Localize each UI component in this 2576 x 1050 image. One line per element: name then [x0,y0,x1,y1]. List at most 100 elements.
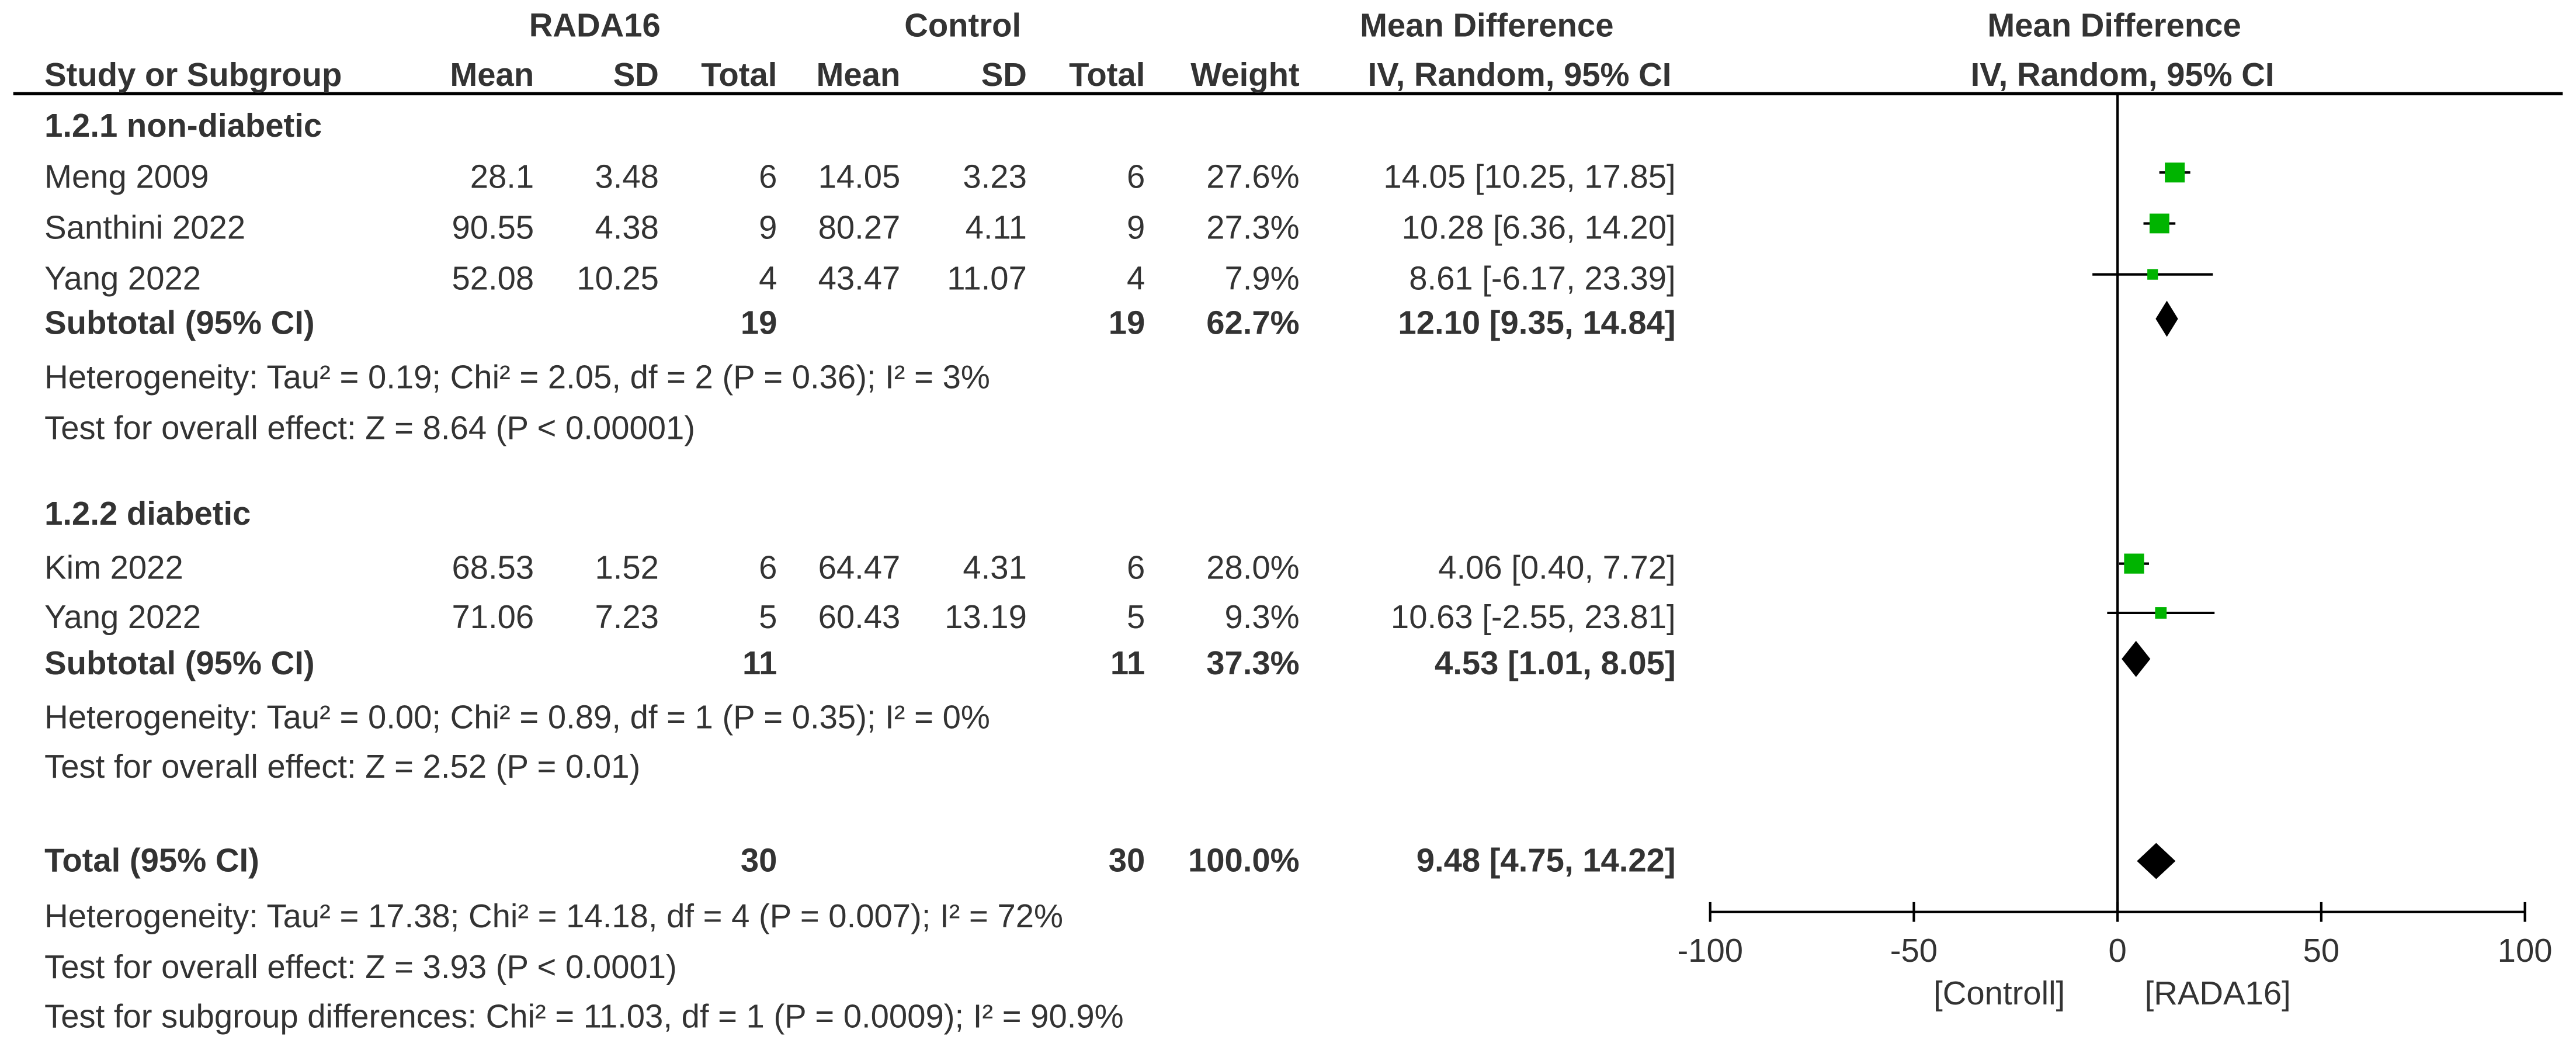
cell-ctl-sd: 3.23 [963,158,1026,195]
stat-note: Test for overall effect: Z = 2.52 (P = 0… [44,748,640,785]
x-tick-label: 50 [2303,932,2340,969]
header-column: Mean [450,56,534,93]
stat-note: Heterogeneity: Tau² = 0.19; Chi² = 2.05,… [44,358,990,395]
cell-ctl-sd: 4.31 [963,549,1026,586]
header-column: Weight [1190,56,1300,93]
cell-ctl-sd: 11.07 [947,260,1027,297]
stat-note: Test for overall effect: Z = 8.64 (P < 0… [44,410,695,446]
cell-weight-label: 62.7% [1206,304,1299,341]
header-group: Mean Difference [1987,7,2241,44]
header-column: Total [701,56,777,93]
subtotal-label: Subtotal (95% CI) [44,644,314,681]
cell-ctl-sd: 4.11 [966,209,1027,246]
cell-ctl-total: 9 [1127,209,1145,246]
summary-diamond [2155,300,2178,337]
cell-weight-label: 37.3% [1206,644,1299,681]
cell-weight-label: 7.9% [1224,260,1299,297]
cell-ctl-total: 4 [1127,260,1145,297]
x-tick-label: -100 [1677,932,1743,969]
cell-exp-total: 6 [759,549,777,586]
study-name: Yang 2022 [44,260,201,297]
cell-exp-sd: 4.38 [595,209,658,246]
x-tick-label: -50 [1890,932,1938,969]
header-group: Mean Difference [1360,7,1613,44]
effect-square [2149,213,2169,234]
cell-exp-total: 5 [759,598,777,635]
cell-ctl-mean: 60.43 [818,598,901,635]
subgroup-title: 1.2.1 non-diabetic [44,107,322,144]
cell-weight-label: 9.3% [1224,598,1299,635]
cell-exp-mean: 28.1 [470,158,534,195]
cell-ci-label: 8.61 [-6.17, 23.39] [1409,260,1675,297]
study-name: Kim 2022 [44,549,183,586]
header-group: RADA16 [529,7,661,44]
subtotal-label: Subtotal (95% CI) [44,304,314,341]
cell-exp-sd: 10.25 [577,260,659,297]
cell-exp-total: 11 [742,644,777,681]
header-group: Control [904,7,1021,44]
cell-exp-total: 9 [759,209,777,246]
study-name: Meng 2009 [44,158,209,195]
header-column: IV, Random, 95% CI [1368,56,1672,93]
cell-weight-label: 100.0% [1188,841,1300,878]
cell-ctl-total: 30 [1109,841,1145,878]
stat-note: Heterogeneity: Tau² = 0.00; Chi² = 0.89,… [44,699,990,736]
cell-exp-mean: 68.53 [452,549,534,586]
cell-exp-sd: 3.48 [595,158,658,195]
cell-exp-total: 19 [741,304,777,341]
cell-ctl-mean: 64.47 [818,549,901,586]
x-tick-label: 100 [2498,932,2553,969]
study-name: Santhini 2022 [44,209,245,246]
cell-ci-label: 9.48 [4.75, 14.22] [1417,841,1676,878]
study-name: Yang 2022 [44,598,201,635]
cell-ci-label: 4.53 [1.01, 8.05] [1435,644,1676,681]
cell-exp-sd: 7.23 [595,598,658,635]
cell-ctl-total: 19 [1109,304,1145,341]
cell-ci-label: 10.28 [6.36, 14.20] [1402,209,1676,246]
cell-exp-mean: 52.08 [452,260,534,297]
cell-ci-label: 10.63 [-2.55, 23.81] [1391,598,1676,635]
cell-ctl-total: 5 [1127,598,1145,635]
effect-square [2124,553,2144,574]
cell-ci-label: 4.06 [0.40, 7.72] [1438,549,1675,586]
effect-square [2165,162,2185,183]
cell-ctl-mean: 14.05 [818,158,901,195]
header-column: Mean [817,56,901,93]
header-column: Total [1069,56,1145,93]
cell-exp-sd: 1.52 [595,549,658,586]
cell-ctl-mean: 80.27 [818,209,901,246]
cell-ctl-total: 6 [1127,158,1145,195]
cell-exp-mean: 90.55 [452,209,534,246]
cell-ctl-total: 6 [1127,549,1145,586]
cell-ctl-mean: 43.47 [818,260,901,297]
x-tick-label: 0 [2109,932,2127,969]
header-column: SD [613,56,659,93]
cell-weight-label: 27.6% [1206,158,1299,195]
header-column: Study or Subgroup [44,56,342,93]
summary-diamond [2137,843,2176,879]
effect-square [2155,607,2167,619]
summary-diamond [2122,640,2151,677]
cell-ci-label: 14.05 [10.25, 17.85] [1383,158,1675,195]
cell-weight-label: 27.3% [1206,209,1299,246]
cell-ctl-total: 11 [1110,644,1145,681]
cell-exp-mean: 71.06 [452,598,534,635]
header-column: SD [981,56,1027,93]
x-label-left: [Controll] [1933,975,2065,1011]
cell-ci-label: 12.10 [9.35, 14.84] [1398,304,1675,341]
cell-weight-label: 28.0% [1206,549,1299,586]
stat-note: Test for subgroup differences: Chi² = 11… [44,997,1123,1034]
cell-exp-total: 4 [759,260,777,297]
stat-note: Heterogeneity: Tau² = 17.38; Chi² = 14.1… [44,897,1063,934]
stat-note: Test for overall effect: Z = 3.93 (P < 0… [44,948,677,985]
subtotal-label: Total (95% CI) [44,841,259,878]
header-column: IV, Random, 95% CI [1971,56,2275,93]
x-label-right: [RADA16] [2145,975,2291,1011]
cell-exp-total: 30 [741,841,777,878]
effect-square [2147,269,2158,280]
cell-ctl-sd: 13.19 [945,598,1027,635]
subgroup-title: 1.2.2 diabetic [44,495,251,532]
cell-exp-total: 6 [759,158,777,195]
